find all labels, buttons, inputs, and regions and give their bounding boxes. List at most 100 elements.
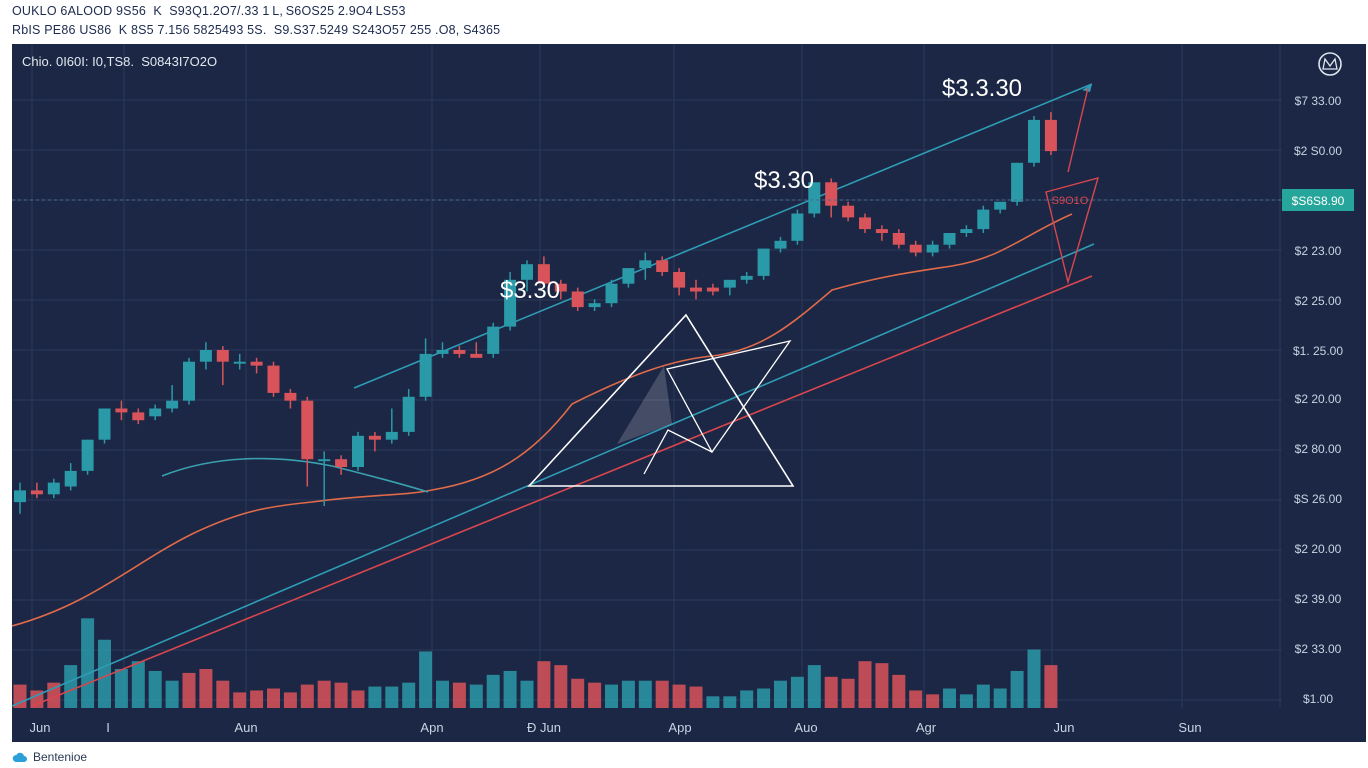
volume-bar [452,682,466,708]
candle [250,357,263,374]
candle [774,236,787,253]
candle-body [183,361,195,401]
candle-body [436,350,449,354]
candle [352,431,364,471]
lower-trend-line-teal [12,243,1095,707]
volume-bar [571,678,585,708]
volume-bar [436,680,449,708]
candle-body [554,283,567,292]
volume-bar [943,688,956,708]
candle-body [859,217,871,230]
volume-bar [638,680,652,708]
x-axis-tick-label: Auo [794,720,817,735]
candle-body [521,264,533,280]
moving-average-teal [161,457,429,493]
volume-bar [824,676,838,708]
chart-panel[interactable]: $S6S8.90 S9O1O $3.30 $3.30 $3.3.30 Chio. 0I60… [12,44,1366,742]
candle [368,431,381,452]
volume-bar [605,684,618,708]
candle [1044,112,1057,155]
candle [385,408,398,444]
y-axis-tick-label: $S 26.00 [1294,492,1342,506]
breakout-pattern [1045,177,1100,285]
candle-body [1044,119,1057,152]
footer-brand: Bentenioe [12,750,87,764]
candle [132,408,145,425]
candle [977,205,990,233]
candle-body [673,272,686,288]
candle [81,439,94,475]
current-price-tag [1282,189,1354,211]
candle-body [723,279,736,288]
candle [960,225,973,237]
candle-body [622,268,635,284]
volume-bar [1027,649,1041,708]
y-axis-tick-label: $2 39.00 [1295,592,1342,606]
candle [487,322,500,358]
candle [791,209,804,245]
volume-bar [13,684,27,708]
volume-bar [469,684,483,708]
volume-bar [959,694,973,708]
candle-body [909,244,922,253]
candle [1011,162,1024,206]
volume-bar [706,696,720,708]
candle [554,279,567,300]
lower-trend-line-red [31,275,1093,707]
candle [115,400,128,421]
candle-body [30,490,43,495]
volume-bar [334,682,348,708]
candle-body [537,264,550,284]
volume-bar [114,669,128,708]
x-axis-tick-label: Aun [234,720,257,735]
candle-body [588,303,601,308]
candle [943,233,956,249]
x-axis-tick-label: I [106,720,110,735]
candle-body [267,365,280,393]
y-axis-tick-label: $1. 25.00 [1293,344,1343,358]
volume-bar [740,690,754,708]
y-axis-tick-label: $1.00 [1303,692,1333,706]
candle [740,272,753,284]
volume-bar [1010,670,1024,708]
volume-bar [993,688,1007,708]
candle-body [943,233,956,245]
candlestick-chart[interactable]: $S6S8.90 S9O1O $3.30 $3.30 $3.3.30 Chio. 0I60… [12,44,1366,742]
header-line-2: RbIS PE86 US86 K 8S5 7.156 5825493 5S. S… [12,23,501,37]
candle-body [1011,162,1024,202]
candle [875,225,888,241]
candle-body [926,244,939,253]
volume-bar [267,688,280,708]
candle [267,361,280,397]
candle-body [47,482,60,495]
candle-body [98,408,111,440]
candle [622,268,635,288]
candle [216,346,229,386]
candle [909,240,922,257]
candle [419,338,432,401]
candle-body [64,470,77,487]
candle-body [216,350,229,362]
upper-trend-line [353,83,1093,389]
candle-body [1028,119,1040,163]
candle-body [706,287,719,292]
volume-bar [131,661,145,708]
candle-body [301,400,314,460]
candle-body [977,209,990,230]
candle-body [470,353,483,358]
moving-average-orange [12,213,1073,627]
candle-body [487,326,500,354]
chart-background [12,44,1366,742]
candle [537,256,550,288]
candle-body [774,240,787,249]
x-axis-tick-label: Agr [916,720,937,735]
candle-body [385,431,398,440]
candle-body [605,283,618,304]
cloud-logo-icon [12,752,27,762]
candle-body [14,490,26,503]
candle-body [368,435,381,440]
candle [656,256,669,276]
price-annotation: $3.30 [500,277,560,304]
volume-bar [300,684,314,708]
candle [98,408,111,444]
